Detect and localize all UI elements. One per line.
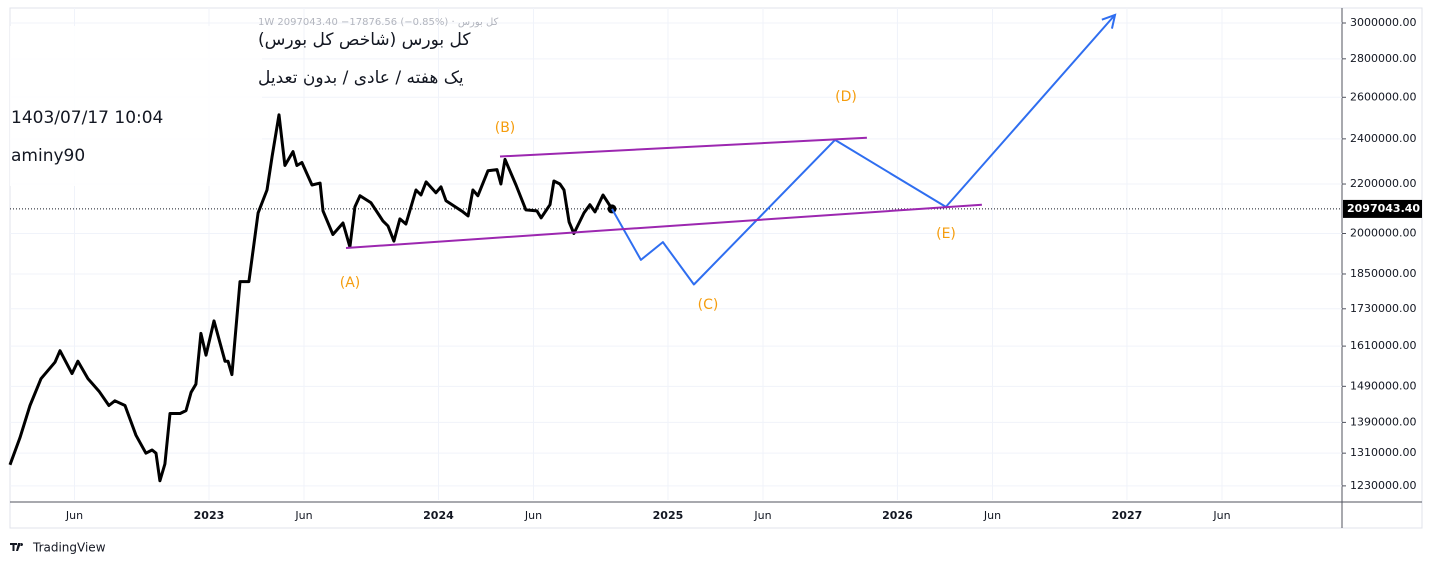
- wave-label: (D): [835, 89, 857, 105]
- series-line: [345, 203, 982, 249]
- brand: TradingView: [10, 541, 106, 555]
- title: کل بورس (شاخص کل بورس): [258, 30, 471, 50]
- y-tick-label: 2200000.00: [1350, 177, 1416, 190]
- x-tick-label: 2025: [653, 509, 684, 522]
- wave-label: (E): [936, 226, 956, 242]
- wave-label: (C): [698, 297, 719, 313]
- y-tick-label: 2800000.00: [1350, 52, 1416, 65]
- wave-label: (B): [495, 120, 516, 136]
- series-line: [8, 113, 614, 483]
- x-tick-label: 2027: [1112, 509, 1143, 522]
- x-tick-label: 2023: [194, 509, 225, 522]
- y-tick-label: 1850000.00: [1350, 267, 1416, 280]
- price-label: 2097043.40: [1347, 202, 1420, 215]
- date: 1403/07/17 10:04: [11, 108, 163, 128]
- marks: [8, 13, 1342, 483]
- x-tick-label: Jun: [1212, 509, 1230, 522]
- author: aminy90: [11, 146, 85, 166]
- y-tick-label: 2600000.00: [1350, 90, 1416, 103]
- y-tick-label: 2400000.00: [1350, 132, 1416, 145]
- y-tick-label: 2000000.00: [1350, 227, 1416, 240]
- series-line: [611, 14, 1116, 286]
- series-line: [499, 136, 867, 158]
- y-tick-label: 1390000.00: [1350, 415, 1416, 428]
- symbol-line: کل بورس · 1W 2097043.40 −17876.56 (−0.85…: [258, 17, 499, 28]
- arrow-head: [1101, 13, 1117, 29]
- header: کل بورس · 1W 2097043.40 −17876.56 (−0.85…: [10, 17, 499, 186]
- chart-frame: [9, 7, 1423, 529]
- wave-label: (A): [340, 275, 361, 291]
- x-tick-label: 2026: [882, 509, 913, 522]
- y-tick-label: 1610000.00: [1350, 339, 1416, 352]
- end-marker: [607, 204, 617, 214]
- x-tick-label: Jun: [65, 509, 83, 522]
- x-tick-label: Jun: [753, 509, 771, 522]
- x-tick-label: Jun: [294, 509, 312, 522]
- x-tick-label: Jun: [983, 509, 1001, 522]
- y-tick-label: 1310000.00: [1350, 446, 1416, 459]
- y-tick-label: 3000000.00: [1350, 16, 1416, 29]
- brand-name: TradingView: [32, 541, 106, 555]
- header-backdrop: [10, 26, 262, 186]
- y-tick-label: 1490000.00: [1350, 379, 1416, 392]
- x-tick-label: Jun: [524, 509, 542, 522]
- subtitle: یک هفته / عادی / بدون تعدیل: [258, 68, 464, 88]
- y-tick-label: 1730000.00: [1350, 302, 1416, 315]
- price-label-bg: [1343, 199, 1422, 218]
- brand-logo: [10, 543, 24, 551]
- y-tick-label: 1230000.00: [1350, 479, 1416, 492]
- x-tick-label: 2024: [423, 509, 454, 522]
